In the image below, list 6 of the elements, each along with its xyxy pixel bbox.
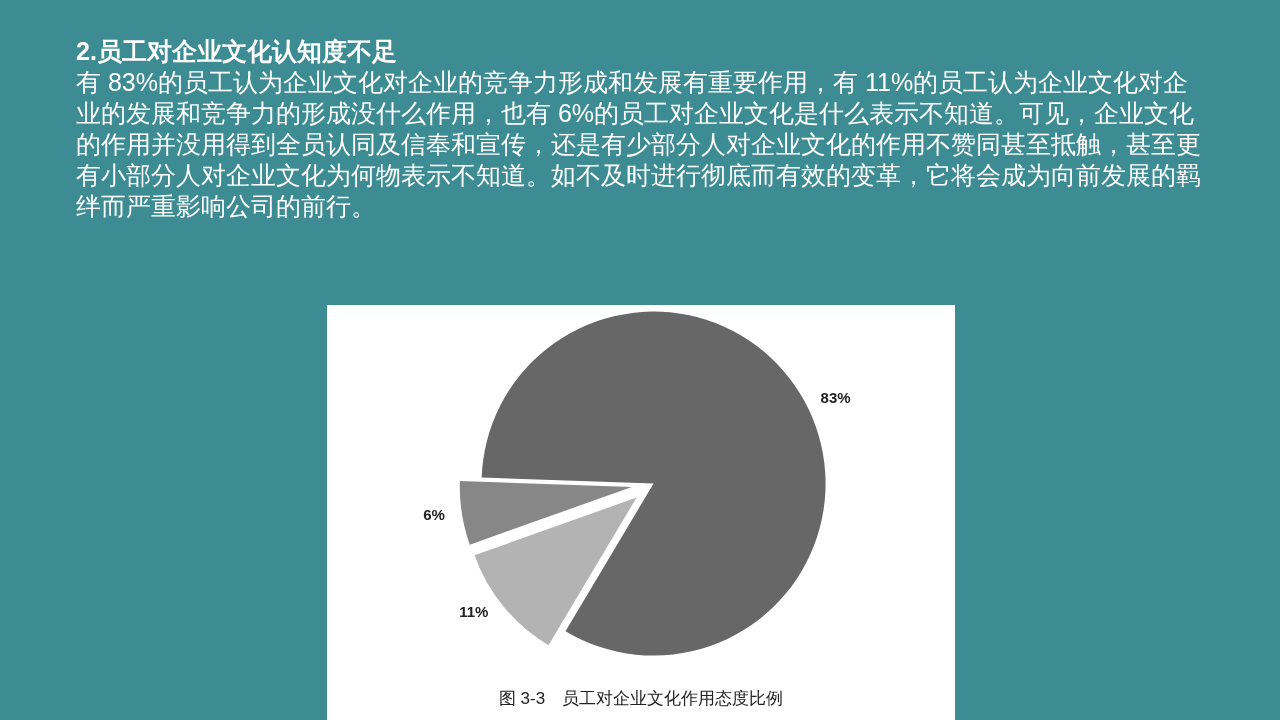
caption: 图 3-3 员工对企业文化作用态度比例 bbox=[497, 688, 785, 710]
data-label: 11% bbox=[459, 603, 489, 621]
data-label: 83% bbox=[820, 388, 851, 406]
chart-title: 2.员工对企业文化认知度不足 bbox=[76, 36, 398, 67]
data-label: 6% bbox=[423, 506, 445, 523]
chart-subtitle: 有 83%的员工认为企业文化对企业的竞争力形成和发展有重要作用，有 11%的员工认为企业文化对企业的发展和竞争力的形成没什么作用，也有 6%的员工对企业文化是什么表示不知道。可见，企业文化的作用并没用得到全员认同及信奉和宣传，还是有少部分人对企业文化的作用不赞同甚至抵触，甚至更有小部分人对企业文化为何物表示不知道。如不及时进行彻底而有效的变革，它将会成为向前发展的羁绊而严重影响公司的前行。 bbox=[76, 67, 1202, 222]
